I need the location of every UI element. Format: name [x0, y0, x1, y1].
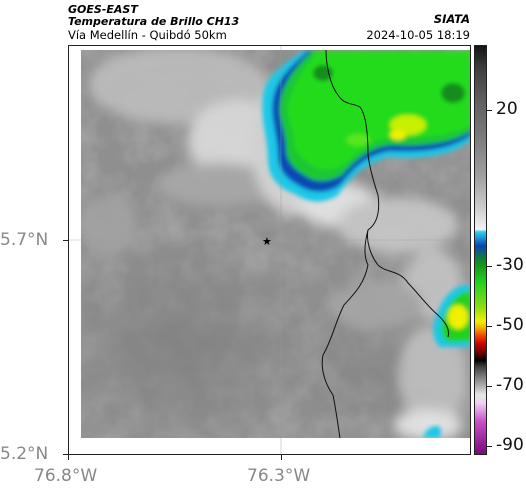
colorbar-label-neg90: -90 [496, 435, 524, 455]
region-title: Vía Medellín - Quibdó 50km [68, 28, 227, 42]
satellite-image: ★ [68, 45, 471, 455]
colorbar-tick-neg50 [487, 326, 492, 327]
colorbar-label-20: 20 [496, 99, 518, 119]
lat-label-5-2: 5.2°N [0, 444, 49, 464]
colorbar-tick-neg70 [487, 386, 492, 387]
lat-tick-1 [63, 240, 68, 241]
product-title: Temperatura de Brillo CH13 [68, 15, 240, 28]
convective-cloud-e [433, 284, 471, 347]
colorbar-label-neg30: -30 [496, 255, 524, 275]
location-marker: ★ [262, 235, 272, 248]
satellite-title: GOES-EAST [68, 3, 138, 16]
colorbar-tick-neg90 [487, 446, 492, 447]
colorbar-tick-20 [487, 110, 492, 111]
lon-label-76-8: 76.8°W [34, 466, 98, 486]
lon-tick-2 [281, 455, 282, 460]
colorbar-label-neg50: -50 [496, 315, 524, 335]
colorbar [474, 45, 487, 455]
lat-tick-2 [63, 454, 68, 455]
timestamp-label: 2024-10-05 18:19 [366, 28, 470, 42]
lon-tick-1 [68, 455, 69, 460]
department-boundary [321, 49, 449, 439]
satellite-map[interactable]: ★ [68, 45, 471, 455]
lat-label-5-7: 5.7°N [0, 230, 49, 250]
colorbar-label-neg70: -70 [496, 375, 524, 395]
organization-label: SIATA [433, 12, 470, 26]
colorbar-tick-neg30 [487, 266, 492, 267]
lon-label-76-3: 76.3°W [247, 466, 311, 486]
